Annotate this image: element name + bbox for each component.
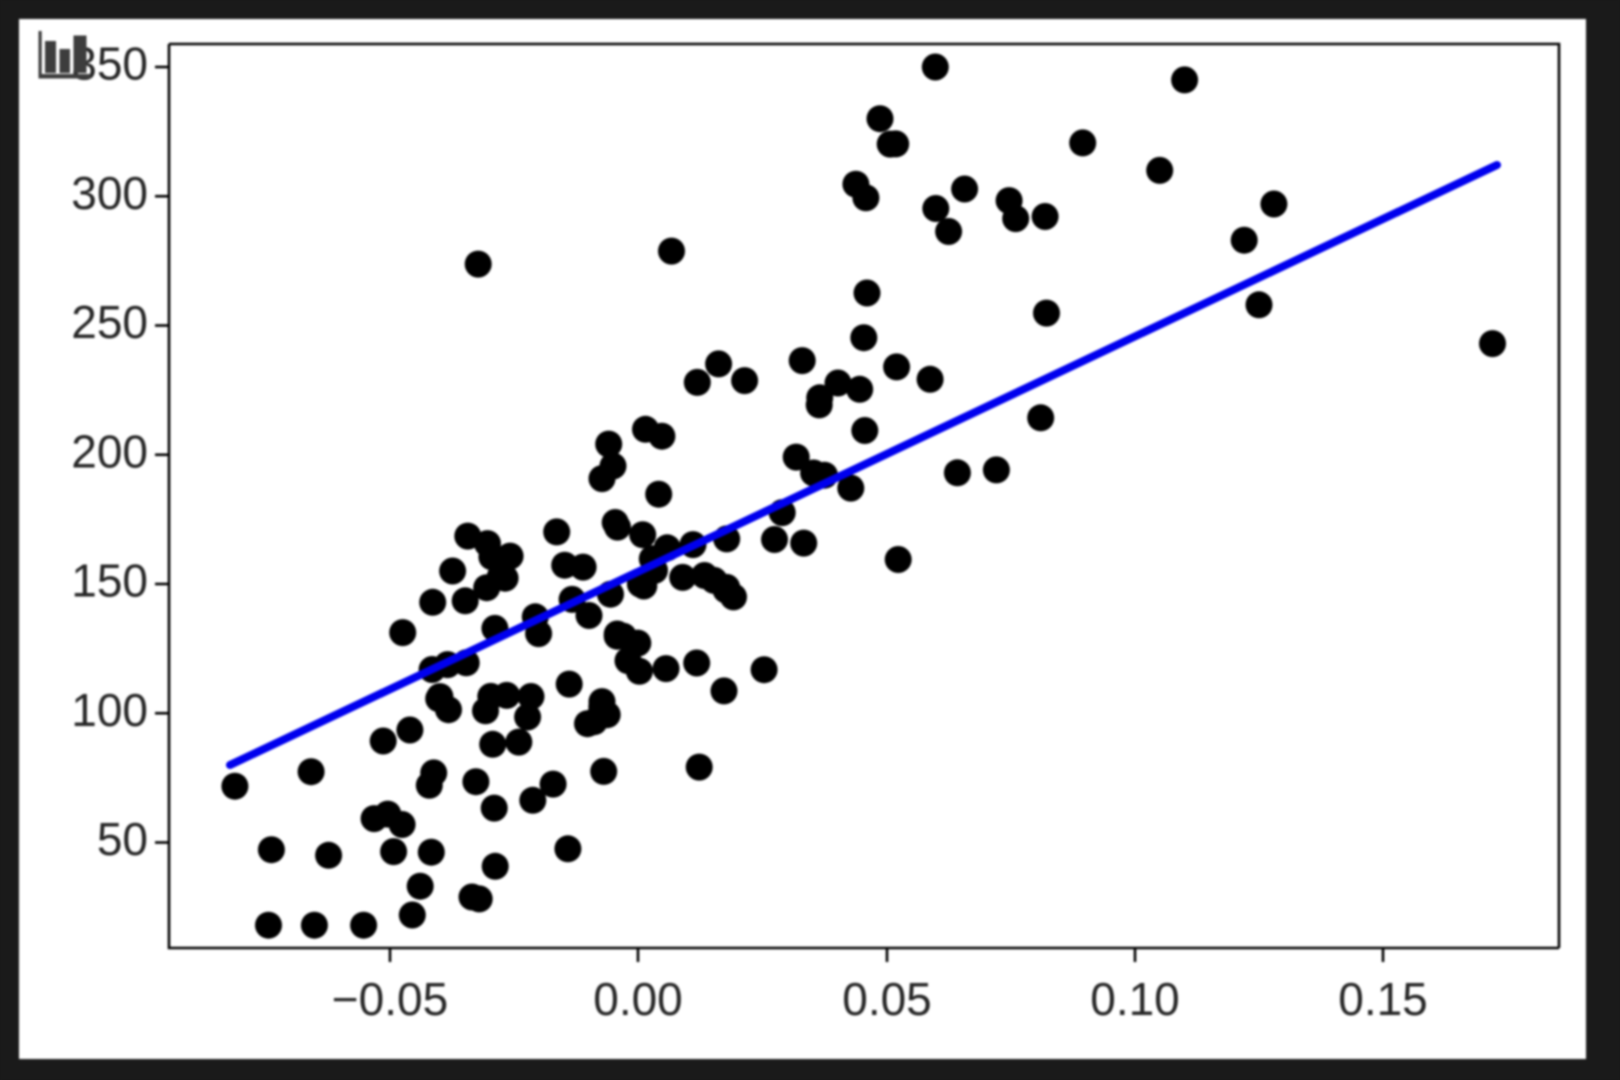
svg-text:50: 50: [97, 813, 148, 865]
svg-text:150: 150: [71, 555, 148, 607]
svg-text:−0.05: −0.05: [332, 973, 448, 1025]
svg-text:0.05: 0.05: [842, 973, 932, 1025]
svg-text:0.00: 0.00: [593, 973, 683, 1025]
svg-text:250: 250: [71, 296, 148, 348]
svg-text:0.15: 0.15: [1338, 973, 1428, 1025]
svg-text:200: 200: [71, 425, 148, 477]
svg-text:100: 100: [71, 684, 148, 736]
svg-text:0.10: 0.10: [1090, 973, 1180, 1025]
svg-text:300: 300: [71, 167, 148, 219]
